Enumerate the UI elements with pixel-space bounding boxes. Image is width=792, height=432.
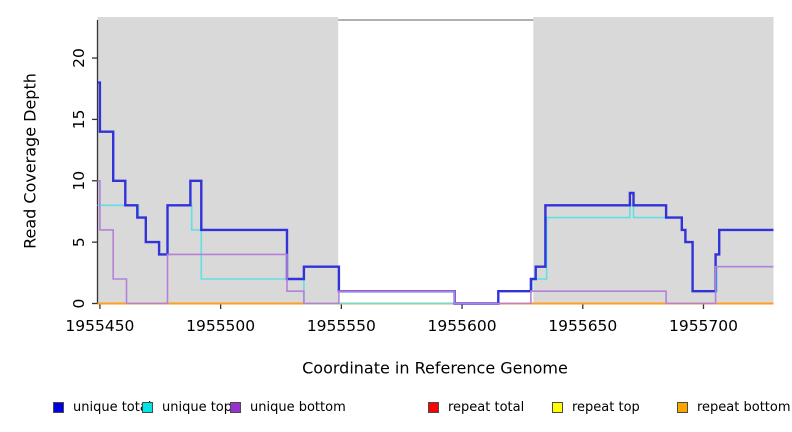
legend-swatch-unique-top	[142, 401, 153, 413]
y-tick-label: 5	[70, 237, 88, 247]
legend-item-unique-top: unique top	[142, 399, 232, 415]
y-axis-title: Read Coverage Depth	[20, 73, 40, 249]
series-line-unique-bottom	[97, 180, 774, 305]
legend-item-unique-bottom: unique bottom	[230, 399, 346, 415]
legend-swatch-repeat-bottom	[677, 401, 688, 413]
y-tick-label: 0	[70, 299, 88, 309]
x-tick-label: 1955650	[548, 317, 617, 335]
legend-item-unique-total: unique total	[53, 399, 151, 415]
legend-label: repeat bottom	[697, 399, 791, 415]
y-tick-label: 15	[70, 110, 88, 130]
shaded-region	[533, 17, 774, 304]
x-tick-label: 1955600	[428, 317, 497, 335]
legend: unique total unique top unique bottom repea…	[0, 399, 792, 419]
legend-item-repeat-top: repeat top	[552, 399, 640, 415]
legend-label: repeat total	[448, 399, 525, 415]
legend-label: unique total	[73, 399, 152, 415]
legend-label: unique bottom	[250, 399, 346, 415]
x-tick-label: 1955700	[669, 317, 738, 335]
y-tick-label: 10	[70, 171, 88, 191]
x-tick-label: 1955550	[307, 317, 376, 335]
legend-label: repeat top	[572, 399, 640, 415]
legend-label: unique top	[162, 399, 233, 415]
legend-item-repeat-bottom: repeat bottom	[677, 399, 791, 415]
x-axis-title: Coordinate in Reference Genome	[302, 358, 568, 378]
legend-item-repeat-total: repeat total	[428, 399, 524, 415]
legend-swatch-unique-bottom	[230, 401, 241, 413]
legend-swatch-repeat-top	[552, 401, 563, 413]
y-tick-label: 20	[70, 48, 88, 68]
legend-swatch-repeat-total	[428, 401, 439, 413]
shaded-region	[97, 17, 339, 304]
legend-swatch-unique-total	[53, 401, 64, 413]
x-tick-label: 1955450	[65, 317, 134, 335]
x-tick-label: 1955500	[186, 317, 255, 335]
